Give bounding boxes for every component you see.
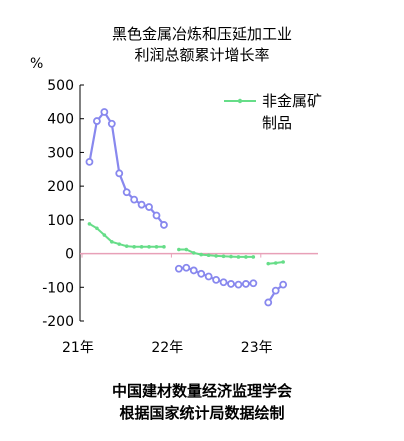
footer-line2: 根据国家统计局数据绘制 <box>119 404 285 422</box>
data-point-ferrous <box>115 169 124 178</box>
data-point-ferrous <box>122 188 131 197</box>
data-point-nonmetal <box>251 255 256 259</box>
data-point-nonmetal <box>281 260 285 264</box>
data-point-ferrous <box>249 279 258 288</box>
data-point-nonmetal <box>132 245 136 249</box>
y-tick-label: 500 <box>47 78 74 94</box>
data-point-ferrous <box>279 280 288 289</box>
data-point-nonmetal <box>124 244 129 248</box>
data-point-nonmetal <box>221 254 226 259</box>
data-point-nonmetal <box>102 233 107 237</box>
chart-title-line1: 黑色金属冶炼和压延加工业 <box>111 25 292 43</box>
data-point-nonmetal <box>206 253 211 258</box>
data-point-nonmetal <box>147 245 151 249</box>
data-point-nonmetal <box>199 252 203 257</box>
data-point-nonmetal <box>139 245 144 249</box>
y-tick-label: 100 <box>47 213 74 229</box>
legend-label: 制品 <box>262 114 292 132</box>
data-point-ferrous <box>145 203 153 211</box>
data-point-ferrous <box>219 278 228 287</box>
data-point-ferrous <box>107 119 116 128</box>
data-point-ferrous <box>174 264 183 273</box>
data-point-nonmetal <box>236 255 241 259</box>
legend-marker <box>237 98 243 104</box>
data-point-ferrous <box>100 108 109 116</box>
data-point-ferrous <box>160 221 168 229</box>
footer-line1: 中国建材数量经济监理学会 <box>111 382 292 400</box>
data-point-nonmetal <box>266 261 271 266</box>
data-point-nonmetal <box>184 247 189 252</box>
y-axis-label: % <box>30 56 43 72</box>
data-point-ferrous <box>93 117 101 125</box>
x-tick-label: 22年 <box>151 340 183 356</box>
y-tick-label: 200 <box>47 179 74 195</box>
x-tick-label: 23年 <box>241 340 273 356</box>
data-point-ferrous <box>212 275 221 284</box>
y-tick-label: 400 <box>47 112 74 128</box>
y-tick-label: -200 <box>42 314 74 330</box>
data-point-nonmetal <box>87 222 92 226</box>
data-point-ferrous <box>234 280 243 289</box>
data-point-nonmetal <box>273 261 278 265</box>
data-point-ferrous <box>130 195 139 204</box>
data-point-nonmetal <box>154 245 159 249</box>
data-point-ferrous <box>189 266 198 275</box>
data-point-ferrous <box>241 280 250 288</box>
data-point-nonmetal <box>177 247 181 252</box>
y-tick-label: -100 <box>42 280 74 296</box>
legend-label: 非金属矿 <box>262 92 322 110</box>
data-point-nonmetal <box>229 254 233 259</box>
data-point-nonmetal <box>244 255 248 259</box>
x-tick-label: 21年 <box>62 340 94 356</box>
data-point-nonmetal <box>95 226 99 231</box>
y-tick-label: 300 <box>47 145 74 161</box>
y-tick-label: 0 <box>65 247 74 263</box>
data-point-ferrous <box>227 280 235 288</box>
data-point-ferrous <box>137 200 146 209</box>
data-point-ferrous <box>204 272 213 281</box>
data-point-ferrous <box>271 286 280 295</box>
data-point-nonmetal <box>191 251 196 255</box>
chart-title-line2: 利润总额累计增长率 <box>134 46 270 64</box>
data-point-nonmetal <box>110 239 114 244</box>
data-point-ferrous <box>152 211 161 220</box>
data-point-ferrous <box>264 298 273 307</box>
data-point-ferrous <box>182 263 191 272</box>
data-point-nonmetal <box>162 245 166 249</box>
series-line-nonmetal <box>88 223 164 248</box>
data-point-ferrous <box>197 269 206 278</box>
data-point-nonmetal <box>117 242 122 246</box>
data-point-ferrous <box>85 157 94 166</box>
data-point-nonmetal <box>214 254 218 258</box>
